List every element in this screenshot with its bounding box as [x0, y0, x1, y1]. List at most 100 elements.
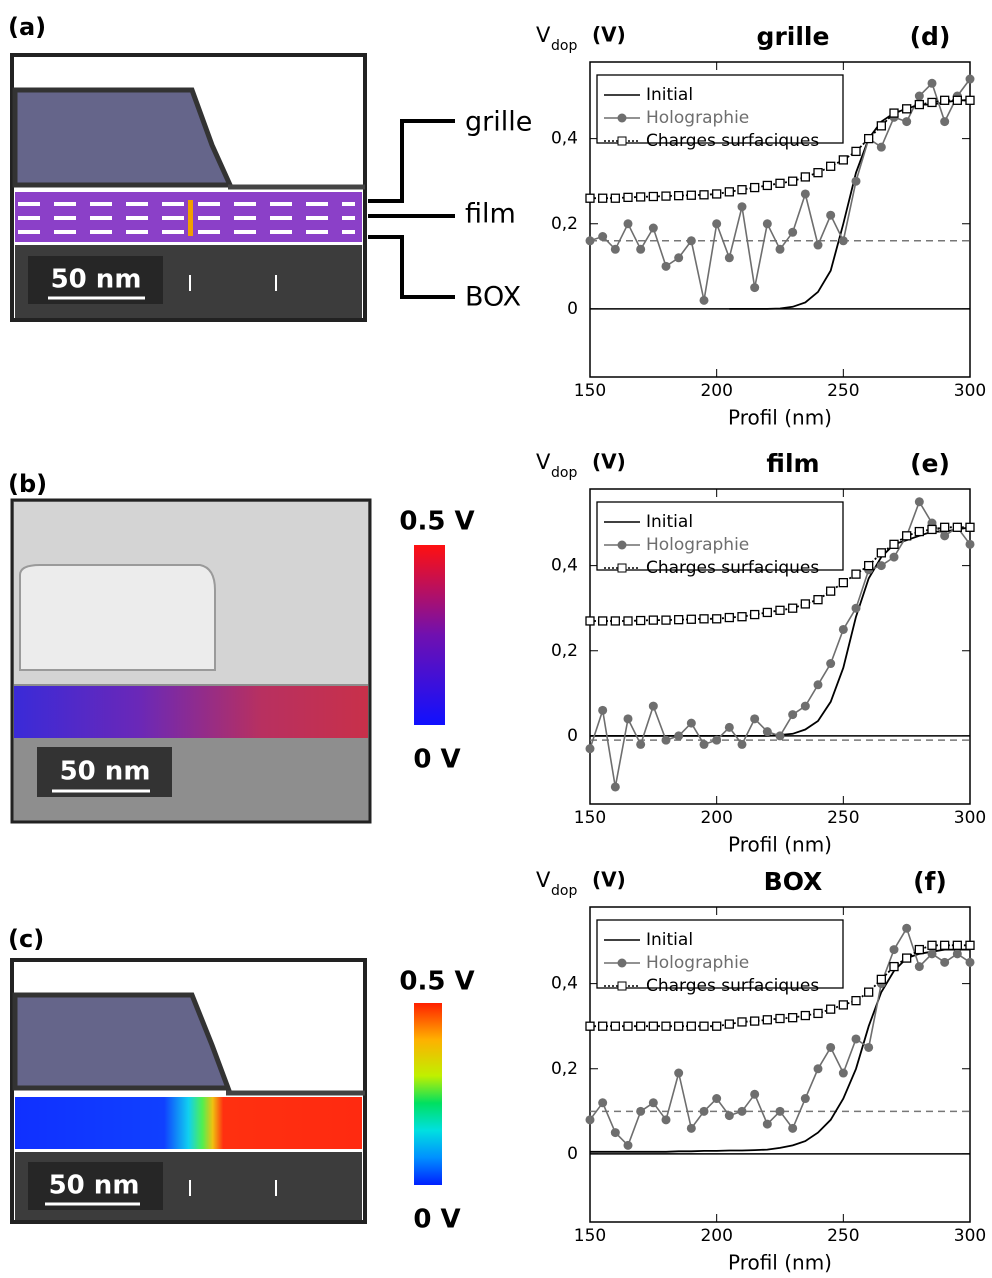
point	[800, 701, 810, 711]
spot	[188, 200, 193, 236]
point	[712, 1021, 722, 1031]
point	[864, 987, 874, 997]
point	[914, 962, 924, 972]
point	[826, 1042, 836, 1052]
point	[800, 189, 810, 199]
legend-label: Initial	[646, 85, 693, 105]
point	[699, 1106, 709, 1116]
point	[838, 236, 848, 246]
y-tick-label: 0	[567, 726, 578, 746]
point	[674, 1021, 684, 1031]
point	[788, 603, 798, 613]
point	[800, 172, 810, 182]
panel-label: (f)	[913, 867, 947, 896]
chart-title: film	[766, 449, 819, 478]
point	[965, 74, 975, 84]
point	[775, 605, 785, 615]
point	[699, 739, 709, 749]
point	[674, 191, 684, 201]
chart: 150 200 250 300 0 0,2 0,4 Profil (nm) V dop (V) fil…	[536, 449, 986, 857]
legend-label: Holographie	[646, 953, 749, 973]
y-axis-label-sub: dop	[551, 883, 577, 899]
panel-label: (e)	[910, 449, 950, 478]
y-tick-label: 0,2	[551, 641, 578, 661]
point	[940, 957, 950, 967]
point	[610, 616, 620, 626]
panel-c: (c) 50 nm 0.5 V 0 V	[8, 925, 475, 1235]
point	[914, 91, 924, 101]
point	[623, 1140, 633, 1150]
point	[965, 539, 975, 549]
point	[940, 117, 950, 127]
legend-marker	[617, 981, 627, 991]
chart-title: grille	[757, 22, 830, 51]
colorbar	[414, 545, 445, 725]
point	[940, 531, 950, 541]
scale-label: 50 nm	[49, 1171, 140, 1201]
legend-marker	[617, 540, 627, 550]
point	[750, 1089, 760, 1099]
point	[889, 945, 899, 955]
legend-marker	[617, 563, 627, 573]
point	[927, 78, 937, 88]
point	[686, 614, 696, 624]
point	[775, 178, 785, 188]
y-axis-label: V	[536, 450, 551, 474]
point	[813, 240, 823, 250]
point	[914, 526, 924, 537]
point	[686, 718, 696, 728]
legend-box	[596, 501, 844, 571]
x-tick-label: 200	[700, 381, 732, 401]
scale-box	[28, 256, 163, 304]
colorbar	[414, 1003, 442, 1185]
point	[965, 522, 975, 532]
point	[952, 949, 962, 959]
point	[762, 1015, 772, 1025]
point	[636, 739, 646, 749]
point	[965, 940, 975, 950]
point	[699, 295, 709, 305]
scale-label: 50 nm	[51, 265, 142, 295]
point	[826, 210, 836, 220]
point	[648, 1098, 658, 1108]
point	[712, 1094, 722, 1104]
panel-label: (d)	[910, 22, 951, 51]
x-tick-label: 200	[700, 1226, 732, 1246]
point	[762, 607, 772, 618]
point	[940, 940, 950, 950]
point	[623, 714, 633, 724]
point	[826, 161, 836, 171]
film	[15, 1097, 362, 1149]
point	[648, 701, 658, 711]
point	[838, 155, 848, 165]
y-tick-label: 0,4	[551, 556, 578, 576]
point	[762, 219, 772, 229]
point	[788, 710, 798, 720]
point	[623, 1021, 633, 1031]
y-axis-label-sub: dop	[551, 38, 577, 54]
point	[813, 595, 823, 605]
cbar-min: 0 V	[413, 1205, 460, 1235]
point	[712, 735, 722, 745]
point	[648, 615, 658, 625]
panel-label: (b)	[8, 470, 47, 498]
point	[813, 168, 823, 178]
point	[762, 180, 772, 191]
legend-label: Charges surfaciques	[646, 976, 819, 996]
point	[623, 192, 633, 203]
point	[636, 192, 646, 202]
point	[598, 1098, 608, 1108]
point	[902, 531, 912, 541]
point	[750, 1016, 760, 1026]
point	[965, 95, 975, 105]
point	[737, 1017, 747, 1027]
point	[636, 615, 646, 626]
cbar-max: 0.5 V	[399, 507, 474, 537]
point	[952, 940, 962, 950]
point	[699, 190, 709, 200]
point	[610, 782, 620, 792]
point	[712, 189, 722, 199]
point	[826, 586, 836, 596]
point	[902, 117, 912, 127]
x-tick-label: 300	[954, 381, 986, 401]
